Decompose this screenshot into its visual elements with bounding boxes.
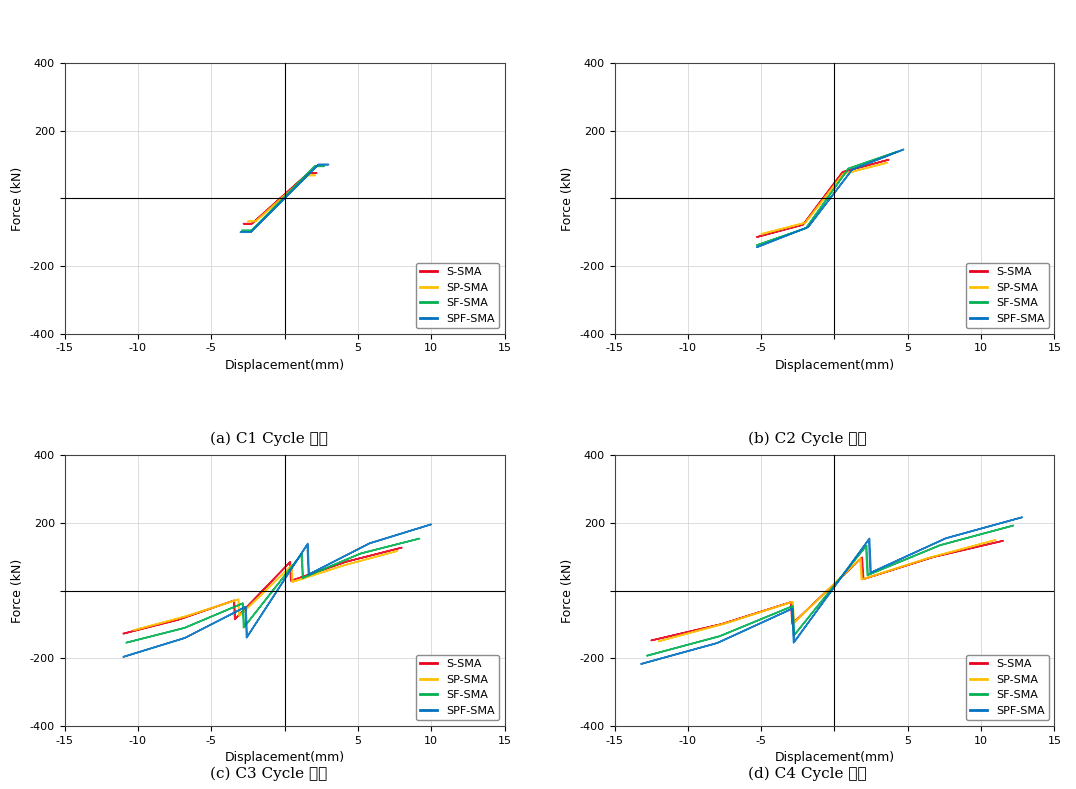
Text: (a) C1 Cycle 비교: (a) C1 Cycle 비교 (210, 432, 328, 446)
Y-axis label: Force (kN): Force (kN) (11, 559, 24, 623)
Y-axis label: Force (kN): Force (kN) (561, 559, 575, 623)
X-axis label: Displacement(mm): Displacement(mm) (775, 751, 894, 765)
Legend: S-SMA, SP-SMA, SF-SMA, SPF-SMA: S-SMA, SP-SMA, SF-SMA, SPF-SMA (416, 263, 499, 328)
Legend: S-SMA, SP-SMA, SF-SMA, SPF-SMA: S-SMA, SP-SMA, SF-SMA, SPF-SMA (966, 655, 1049, 720)
Y-axis label: Force (kN): Force (kN) (11, 166, 24, 230)
Text: (c) C3 Cycle 비교: (c) C3 Cycle 비교 (211, 767, 327, 781)
Legend: S-SMA, SP-SMA, SF-SMA, SPF-SMA: S-SMA, SP-SMA, SF-SMA, SPF-SMA (416, 655, 499, 720)
X-axis label: Displacement(mm): Displacement(mm) (225, 359, 344, 372)
Text: (b) C2 Cycle 비교: (b) C2 Cycle 비교 (748, 432, 866, 446)
Y-axis label: Force (kN): Force (kN) (561, 166, 575, 230)
X-axis label: Displacement(mm): Displacement(mm) (775, 359, 894, 372)
Text: (d) C4 Cycle 비교: (d) C4 Cycle 비교 (748, 767, 866, 781)
Legend: S-SMA, SP-SMA, SF-SMA, SPF-SMA: S-SMA, SP-SMA, SF-SMA, SPF-SMA (966, 263, 1049, 328)
X-axis label: Displacement(mm): Displacement(mm) (225, 751, 344, 765)
